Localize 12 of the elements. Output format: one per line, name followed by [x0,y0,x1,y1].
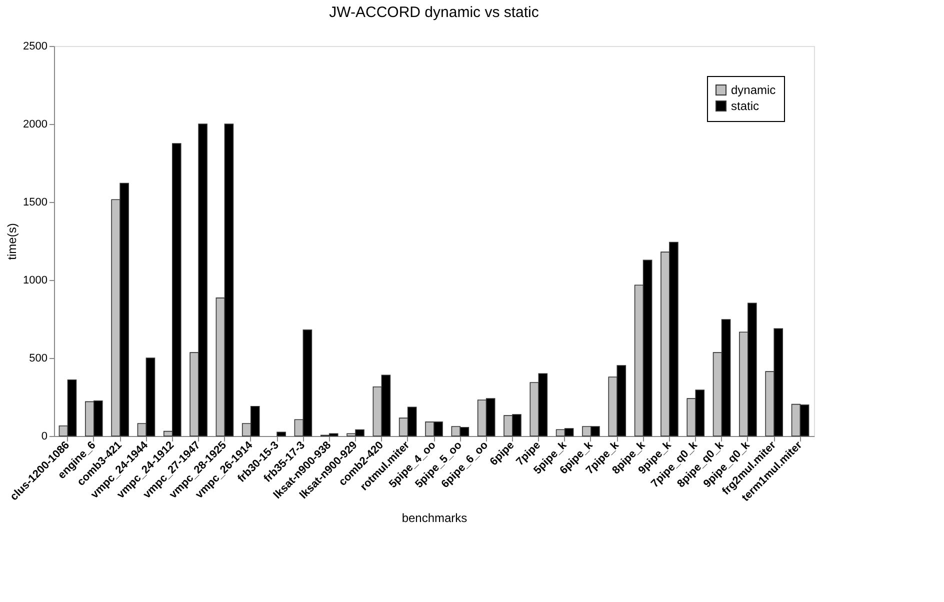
bar [276,432,286,436]
chart-title: JW-ACCORD dynamic vs static [329,4,540,21]
legend-label: static [731,99,760,113]
y-axis-title: time(s) [5,223,20,260]
x-axis-title: benchmarks [402,511,468,526]
y-tick-label: 2000 [23,118,48,130]
y-tick-label: 2500 [23,40,48,52]
y-tick-label: 500 [29,352,48,364]
legend-label: dynamic [731,83,776,97]
y-tick-label: 1000 [23,274,48,286]
y-tick-label: 1500 [23,196,48,208]
y-tick-label: 0 [41,430,48,442]
